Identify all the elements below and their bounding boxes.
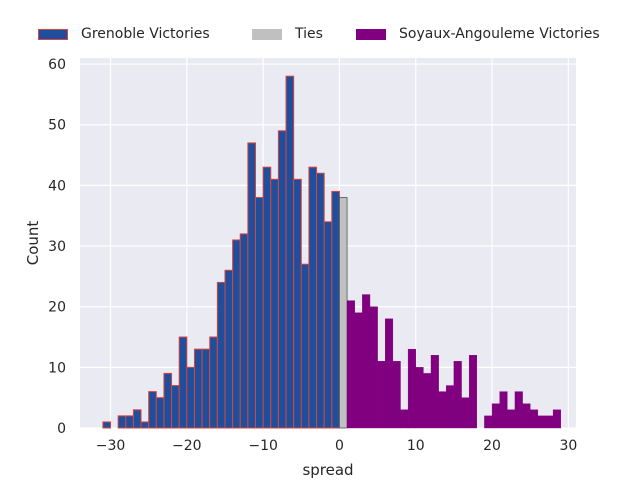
y-tick-label: 0 [57,421,66,437]
bar-soyaux [522,403,531,429]
bar-grenoble [178,336,188,429]
legend-item-soyaux: Soyaux-Angouleme Victories [356,26,600,42]
bar-grenoble [331,190,340,429]
bar-soyaux [430,355,439,429]
bar-soyaux [484,415,493,429]
bar-grenoble [155,397,165,429]
bar-grenoble [247,142,257,429]
bar-soyaux [423,373,432,429]
x-tick-label: −30 [96,438,126,454]
bar-soyaux [415,367,424,429]
bar-soyaux [392,361,401,429]
bar-grenoble [323,221,333,429]
bar-grenoble [270,178,279,429]
bar-ties [339,197,348,429]
x-tick-label: 20 [483,438,501,454]
x-tick-label: 10 [407,438,425,454]
legend-swatch-ties [252,28,282,40]
y-tick-label: 40 [48,178,66,194]
legend-label-soyaux: Soyaux-Angouleme Victories [399,26,600,42]
bar-grenoble [201,348,211,429]
y-axis-label: Count [24,221,42,266]
bar-grenoble [193,348,203,429]
bar-soyaux [537,415,546,429]
bar-soyaux [545,415,554,429]
legend-item-ties: Ties [252,26,323,42]
bar-soyaux [346,300,355,429]
bar-grenoble [255,197,264,429]
bar-soyaux [530,409,539,429]
bar-grenoble [285,75,295,429]
bar-grenoble [132,409,142,429]
bar-grenoble [216,281,226,429]
bar-soyaux [385,318,394,429]
bar-soyaux [499,391,508,429]
bars [102,75,561,429]
bar-grenoble [140,421,150,429]
bar-soyaux [514,391,523,429]
legend-swatch-soyaux [356,28,386,40]
bar-grenoble [300,263,310,429]
bar-grenoble [125,415,134,429]
bar-grenoble [277,130,287,429]
y-tick-label: 50 [48,118,66,134]
y-tick-label: 20 [48,300,66,316]
x-tick-label: 0 [335,438,344,454]
bar-grenoble [224,269,234,429]
bar-soyaux [354,312,363,429]
legend-swatch-grenoble [38,28,68,40]
bar-soyaux [362,294,371,429]
legend-item-grenoble: Grenoble Victories [38,26,210,42]
bar-grenoble [316,172,325,429]
legend-label-grenoble: Grenoble Victories [81,26,210,42]
y-tick-label: 30 [48,239,66,255]
bar-grenoble [148,391,157,429]
bar-grenoble [209,336,218,429]
x-tick-label: 30 [559,438,577,454]
bar-soyaux [438,391,447,429]
bar-grenoble [117,415,127,429]
bar-grenoble [186,366,195,429]
x-tick-label: −10 [248,438,278,454]
bar-soyaux [491,403,500,429]
bar-soyaux [369,306,378,429]
bar-grenoble [308,166,318,429]
bar-grenoble [163,372,173,429]
bar-soyaux [552,409,561,429]
bar-grenoble [171,385,180,429]
x-axis-ticks: −30 −20 −10 0 10 20 30 [96,438,578,454]
x-tick-label: −20 [172,438,202,454]
bar-soyaux [400,409,409,429]
legend-label-ties: Ties [295,26,323,42]
bar-soyaux [461,397,470,429]
bar-soyaux [468,355,477,429]
x-axis-label: spread [302,461,353,479]
legend: Grenoble Victories Ties Soyaux-Angouleme… [0,26,640,46]
y-tick-label: 10 [48,360,66,376]
bar-grenoble [293,178,302,429]
bar-soyaux [453,361,462,429]
bar-grenoble [239,233,249,429]
bar-soyaux [407,348,416,429]
bar-grenoble [232,239,241,429]
bar-soyaux [377,361,386,429]
bar-grenoble [262,166,272,429]
bar-grenoble [102,421,112,429]
y-tick-label: 60 [48,57,66,73]
y-axis-ticks: 0 10 20 30 40 50 60 [48,57,66,437]
bar-soyaux [507,409,516,429]
bar-soyaux [446,385,455,429]
